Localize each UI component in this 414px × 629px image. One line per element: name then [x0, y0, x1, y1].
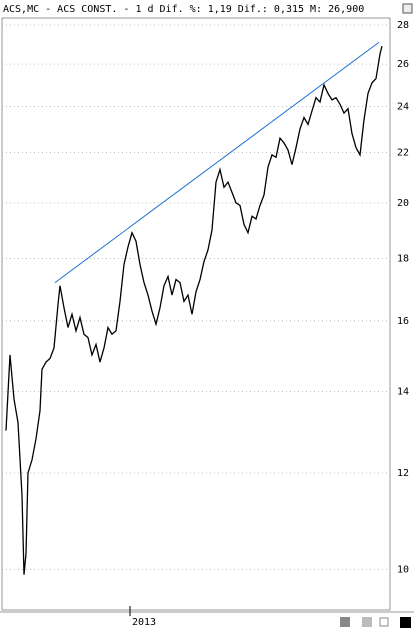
y-tick-label: 12 [397, 468, 409, 479]
toolbar-icon[interactable] [340, 617, 350, 627]
window-button[interactable] [402, 3, 413, 14]
y-tick-label: 24 [397, 101, 409, 112]
toolbar-icon[interactable] [362, 617, 372, 627]
chart-title: ACS,MC - ACS CONST. - 1 d Dif. %: 1,19 D… [3, 4, 364, 15]
price-line [5, 45, 383, 575]
toolbar-icon[interactable] [379, 617, 389, 627]
x-tick-label: 2013 [132, 617, 156, 628]
toolbar-icon[interactable] [400, 617, 411, 628]
y-tick-label: 26 [397, 59, 409, 70]
y-tick-label: 20 [397, 198, 409, 209]
y-tick-label: 10 [397, 564, 409, 575]
y-tick-label: 16 [397, 316, 409, 327]
y-tick-label: 14 [397, 386, 409, 397]
y-tick-label: 22 [397, 147, 409, 158]
plot-frame [1, 17, 391, 611]
y-tick-label: 28 [397, 20, 409, 31]
y-tick-label: 18 [397, 254, 409, 265]
trend-line [54, 41, 380, 283]
